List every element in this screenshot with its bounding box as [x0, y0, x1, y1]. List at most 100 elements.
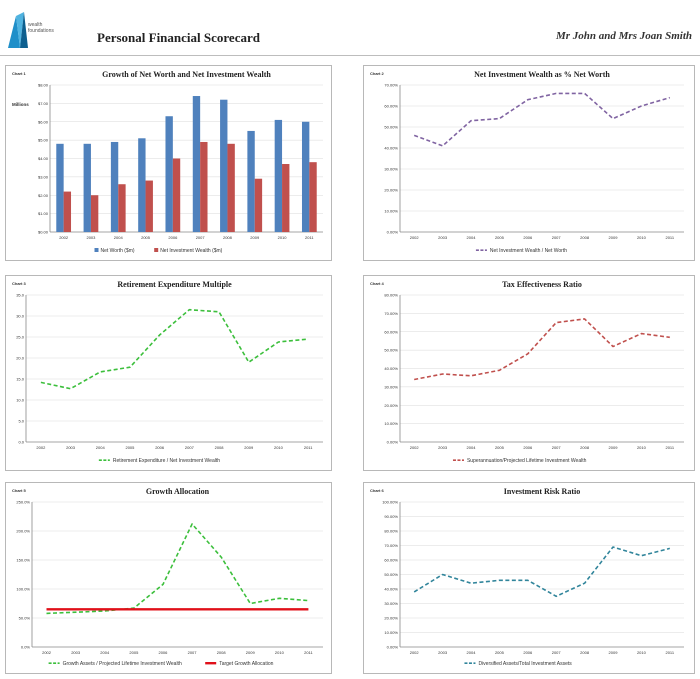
legend-swatch — [94, 248, 99, 252]
header-divider — [0, 55, 700, 56]
series-line — [413, 546, 670, 598]
legend-label: Net Worth ($m) — [101, 248, 135, 254]
data-point — [162, 583, 164, 585]
data-point — [249, 603, 251, 605]
x-tick-label: 2006 — [158, 650, 168, 655]
x-tick-label: 2007 — [552, 445, 562, 450]
y-tick-label: 15.0 — [16, 377, 25, 382]
y-tick-label: 10.0 — [16, 398, 25, 403]
y-tick-label: 60.00% — [384, 558, 398, 563]
x-tick-label: 2006 — [523, 445, 533, 450]
x-tick-label: 2005 — [141, 235, 151, 240]
data-point — [104, 608, 106, 610]
bar — [145, 180, 153, 232]
data-point — [669, 548, 671, 550]
data-point — [75, 611, 77, 613]
x-tick-label: 2003 — [438, 650, 448, 655]
y-tick-label: 0.00% — [387, 230, 399, 235]
x-tick-label: 2009 — [246, 650, 256, 655]
series-line — [40, 308, 309, 390]
data-point — [470, 375, 472, 377]
x-tick-label: 2010 — [637, 235, 647, 240]
y-tick-label: 25.0 — [16, 335, 25, 340]
y-tick-label: 60.00% — [384, 104, 398, 109]
chart2-svg: Chart 2 Net Investment Wealth as % Net Wo… — [370, 70, 684, 254]
data-point — [442, 574, 444, 576]
x-tick-label: 2004 — [467, 235, 477, 240]
x-tick-label: 2004 — [467, 650, 477, 655]
x-tick-label: 2007 — [188, 650, 198, 655]
x-tick-label: 2008 — [223, 235, 233, 240]
chart-tag: Chart 2 — [370, 71, 385, 76]
y-tick-label: 60.00% — [384, 329, 398, 334]
data-point — [612, 546, 614, 548]
data-point — [278, 608, 280, 610]
x-tick-label: 2004 — [96, 445, 106, 450]
data-point — [499, 579, 501, 581]
x-tick-label: 2006 — [155, 445, 165, 450]
chart-panel-5: Chart 5 Growth Allocation 0.0% 50.0% 100.0% 1… — [5, 482, 332, 674]
y-unit-label: Millions — [12, 102, 29, 107]
data-point — [612, 118, 614, 120]
x-tick-label: 2007 — [196, 235, 206, 240]
x-tick-label: 2007 — [552, 235, 562, 240]
logo-text-line: wealth — [28, 22, 43, 28]
bar — [83, 143, 91, 232]
y-tick-label: $8.00 — [38, 83, 49, 88]
data-point — [470, 120, 472, 122]
data-point — [413, 135, 415, 137]
y-tick-label: 50.00% — [384, 348, 398, 353]
y-tick-label: 80.00% — [384, 293, 398, 298]
x-tick-label: 2011 — [305, 235, 314, 240]
page-header: wealth foundations Personal Financial Sc… — [0, 0, 700, 56]
x-tick-label: 2003 — [71, 650, 81, 655]
series-line — [46, 523, 309, 615]
x-tick-label: 2006 — [523, 650, 533, 655]
x-tick-label: 2004 — [114, 235, 124, 240]
data-point — [162, 608, 164, 610]
chart-panel-6: Chart 6 Investment Risk Ratio 0.00% 10.00% 2… — [363, 482, 695, 674]
data-point — [470, 582, 472, 584]
data-point — [308, 608, 310, 610]
x-tick-label: 2008 — [580, 445, 590, 450]
x-tick-label: 2008 — [217, 650, 227, 655]
data-point — [442, 373, 444, 375]
bar — [56, 143, 64, 232]
data-point — [499, 369, 501, 371]
y-tick-label: 150.0% — [16, 558, 30, 563]
y-tick-label: 0.0% — [21, 645, 31, 650]
x-tick-label: 2002 — [59, 235, 69, 240]
legend-label: Diversified Assets/Total Investment Asse… — [478, 661, 572, 667]
chart-title: Retirement Expenditure Multiple — [117, 280, 232, 289]
x-tick-label: 2003 — [66, 445, 76, 450]
data-point — [555, 595, 557, 597]
data-point — [669, 336, 671, 338]
y-tick-label: 20.00% — [384, 616, 398, 621]
y-tick-label: 70.00% — [384, 543, 398, 548]
x-tick-label: 2003 — [438, 445, 448, 450]
data-point — [307, 338, 309, 340]
y-tick-label: 20.00% — [384, 188, 398, 193]
y-tick-label: $1.00 — [38, 211, 49, 216]
y-tick-label: 10.00% — [384, 421, 398, 426]
y-tick-label: 10.00% — [384, 209, 398, 214]
y-tick-label: 30.00% — [384, 384, 398, 389]
legend-swatch — [154, 248, 159, 252]
y-tick-label: 70.00% — [384, 311, 398, 316]
y-tick-label: 200.0% — [16, 529, 30, 534]
data-point — [46, 608, 48, 610]
chart-panel-3: Chart 3 Retirement Expenditure Multiple 0.… — [5, 275, 332, 471]
chart-tag: Chart 6 — [370, 488, 385, 493]
legend-label: Growth Assets / Projected Lifetime Inves… — [63, 661, 182, 667]
data-point — [442, 145, 444, 147]
x-tick-label: 2005 — [125, 445, 135, 450]
x-tick-label: 2002 — [36, 445, 46, 450]
bar — [254, 178, 263, 232]
chart-title: Investment Risk Ratio — [504, 487, 580, 496]
data-point — [527, 579, 529, 581]
chart5-svg: Chart 5 Growth Allocation 0.0% 50.0% 100.0% 1… — [12, 487, 323, 667]
x-tick-label: 2007 — [552, 650, 562, 655]
x-tick-label: 2011 — [304, 650, 313, 655]
data-point — [129, 366, 131, 368]
chart1-svg: Chart 1 Growth of Net Worth and Net Inves… — [12, 70, 323, 254]
